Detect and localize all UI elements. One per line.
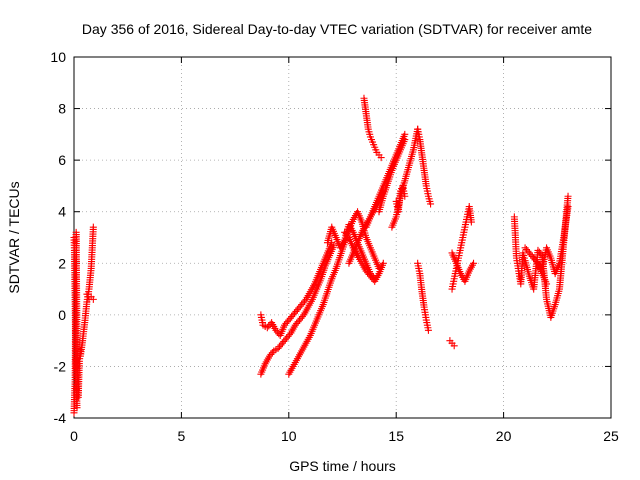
data-point — [427, 200, 435, 208]
chart-title: Day 356 of 2016, Sidereal Day-to-day VTE… — [82, 21, 592, 37]
data-point — [377, 154, 385, 162]
x-tick-label: 20 — [496, 428, 512, 444]
y-tick-label: 8 — [58, 101, 66, 117]
data-point — [543, 280, 551, 288]
x-axis-label: GPS time / hours — [289, 458, 396, 474]
data-point — [89, 295, 97, 303]
data-point — [401, 192, 409, 200]
data-point — [564, 192, 572, 200]
y-axis-label: SDTVAR / TECUs — [6, 181, 22, 293]
y-tick-label: -4 — [54, 410, 67, 426]
data-point — [537, 250, 545, 258]
data-point — [73, 404, 81, 412]
y-tick-label: 0 — [58, 307, 66, 323]
data-point — [286, 331, 294, 339]
x-tick-label: 0 — [70, 428, 78, 444]
data-points — [70, 94, 572, 417]
data-point — [298, 313, 306, 321]
data-point — [450, 342, 458, 350]
x-tick-label: 15 — [388, 428, 404, 444]
grid-lines — [74, 57, 611, 418]
data-point — [379, 259, 387, 267]
axis-ticks: 0 5 10 15 20 25 -4 -2 0 2 4 6 8 10 — [50, 49, 619, 444]
data-point — [89, 223, 97, 231]
data-point — [344, 232, 352, 240]
data-point — [467, 218, 475, 226]
data-point — [470, 259, 478, 267]
y-tick-label: 6 — [58, 152, 66, 168]
y-tick-label: 2 — [58, 255, 66, 271]
data-point — [301, 297, 309, 305]
data-point — [401, 136, 409, 144]
x-tick-label: 5 — [178, 428, 186, 444]
x-tick-label: 25 — [603, 428, 619, 444]
x-tick-label: 10 — [281, 428, 297, 444]
data-point — [564, 203, 572, 211]
data-point — [424, 326, 432, 334]
data-point — [533, 258, 541, 266]
y-tick-label: 10 — [50, 49, 66, 65]
y-tick-label: -2 — [54, 358, 67, 374]
data-point — [268, 349, 276, 357]
y-tick-label: 4 — [58, 204, 66, 220]
